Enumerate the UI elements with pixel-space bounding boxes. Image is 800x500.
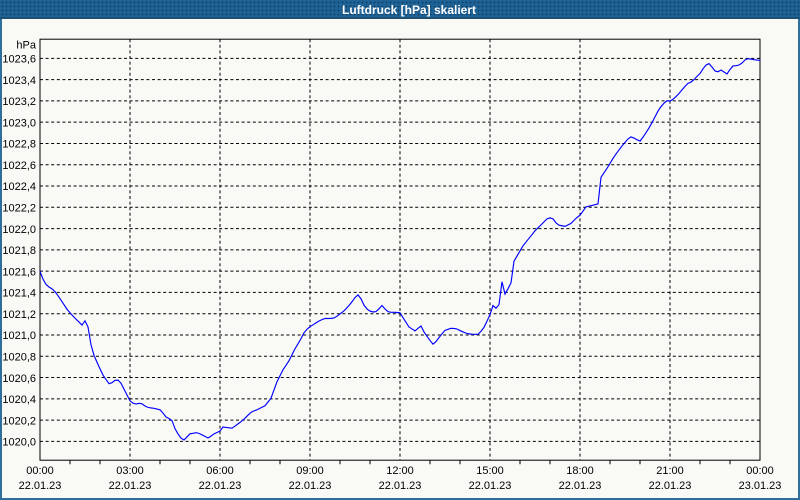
svg-text:22.01.23: 22.01.23 <box>199 480 242 492</box>
svg-text:15:00: 15:00 <box>476 465 504 477</box>
svg-text:22.01.23: 22.01.23 <box>289 480 332 492</box>
svg-text:09:00: 09:00 <box>296 465 324 477</box>
svg-text:22.01.23: 22.01.23 <box>469 480 512 492</box>
svg-text:1022,6: 1022,6 <box>2 160 36 172</box>
svg-text:1022,4: 1022,4 <box>2 181 36 193</box>
svg-text:03:00: 03:00 <box>116 465 144 477</box>
svg-text:1020,8: 1020,8 <box>2 351 36 363</box>
svg-text:18:00: 18:00 <box>566 465 594 477</box>
svg-text:1023,4: 1023,4 <box>2 75 36 87</box>
svg-text:1021,4: 1021,4 <box>2 288 36 300</box>
svg-text:1021,6: 1021,6 <box>2 266 36 278</box>
svg-text:22.01.23: 22.01.23 <box>649 480 692 492</box>
svg-text:12:00: 12:00 <box>386 465 414 477</box>
svg-text:1020,4: 1020,4 <box>2 394 36 406</box>
svg-text:1022,8: 1022,8 <box>2 139 36 151</box>
svg-text:22.01.23: 22.01.23 <box>379 480 422 492</box>
svg-text:1021,0: 1021,0 <box>2 330 36 342</box>
svg-text:00:00: 00:00 <box>26 465 54 477</box>
svg-text:00:00: 00:00 <box>746 465 774 477</box>
svg-text:06:00: 06:00 <box>206 465 234 477</box>
svg-text:1020,6: 1020,6 <box>2 373 36 385</box>
svg-text:22.01.23: 22.01.23 <box>19 480 62 492</box>
svg-text:21:00: 21:00 <box>656 465 684 477</box>
svg-text:1022,2: 1022,2 <box>2 203 36 215</box>
svg-text:1023,6: 1023,6 <box>2 54 36 66</box>
svg-text:1021,2: 1021,2 <box>2 309 36 321</box>
svg-text:1022,0: 1022,0 <box>2 224 36 236</box>
svg-text:1023,2: 1023,2 <box>2 96 36 108</box>
svg-text:1020,2: 1020,2 <box>2 415 36 427</box>
svg-text:hPa: hPa <box>16 40 36 52</box>
svg-text:1021,8: 1021,8 <box>2 245 36 257</box>
svg-text:22.01.23: 22.01.23 <box>109 480 152 492</box>
svg-text:1023,0: 1023,0 <box>2 117 36 129</box>
svg-text:22.01.23: 22.01.23 <box>559 480 602 492</box>
svg-text:1020,0: 1020,0 <box>2 437 36 449</box>
svg-text:23.01.23: 23.01.23 <box>739 480 782 492</box>
